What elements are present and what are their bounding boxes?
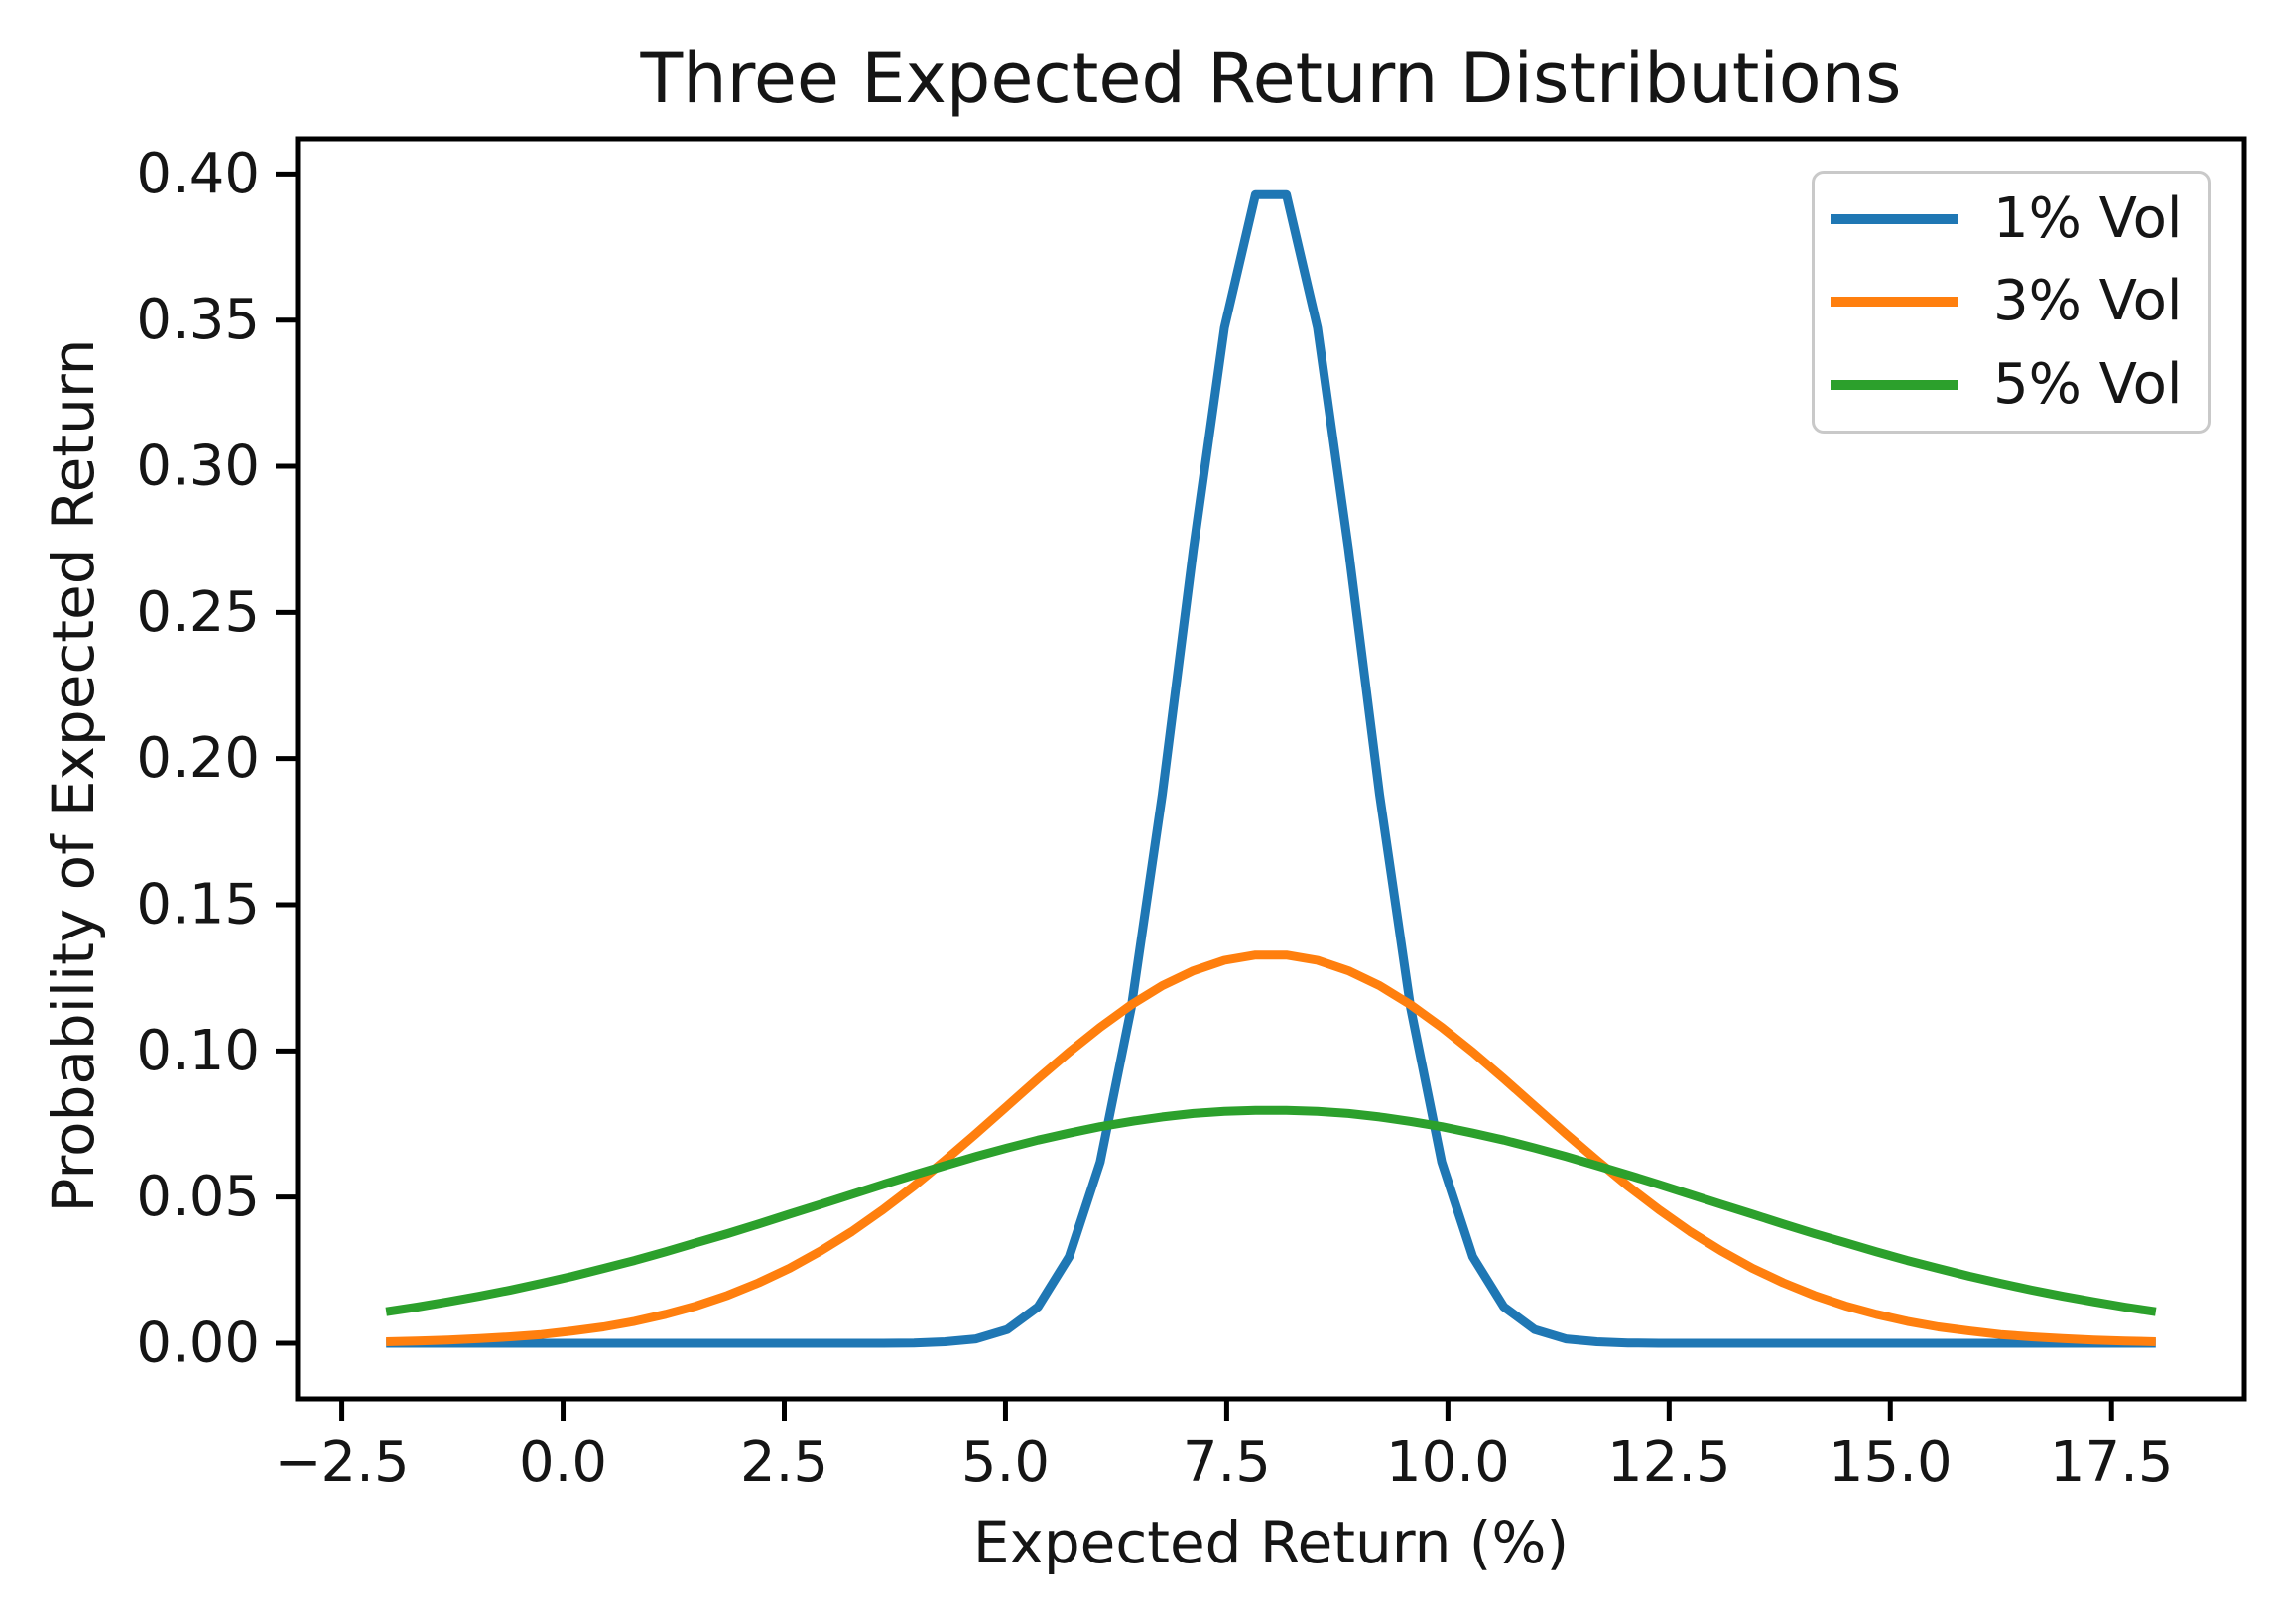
series-line-5-vol bbox=[385, 1105, 2157, 1316]
series-line-3-vol bbox=[386, 950, 2156, 1346]
x-tick-label: 17.5 bbox=[2050, 1431, 2174, 1495]
y-tick-label: 0.25 bbox=[136, 580, 260, 645]
y-tick-label: 0.20 bbox=[136, 726, 260, 791]
axes-spines bbox=[295, 136, 2247, 1402]
legend: 1% Vol 3% Vol 5% Vol bbox=[1812, 171, 2211, 434]
x-tick-label: 15.0 bbox=[1829, 1431, 1953, 1495]
legend-label: 1% Vol bbox=[1993, 186, 2183, 251]
legend-line-sample-blue bbox=[1831, 213, 1958, 224]
y-tick-label: 0.35 bbox=[136, 288, 260, 352]
x-axis-label: Expected Return (%) bbox=[972, 1509, 1570, 1576]
y-tick-label: 0.10 bbox=[136, 1019, 260, 1083]
y-axis-label: Probability of Expected Return bbox=[40, 338, 107, 1213]
legend-line-sample-green bbox=[1831, 380, 1958, 391]
legend-label: 3% Vol bbox=[1993, 269, 2183, 334]
chart-title: Three Expected Return Distributions bbox=[640, 38, 1902, 119]
legend-line-sample-orange bbox=[1831, 297, 1958, 308]
series-line-1-vol bbox=[386, 189, 2156, 1348]
x-tick-label: 5.0 bbox=[961, 1431, 1050, 1495]
legend-label: 5% Vol bbox=[1993, 352, 2183, 418]
x-tick-label: 0.0 bbox=[519, 1431, 607, 1495]
y-tick-label: 0.15 bbox=[136, 873, 260, 937]
y-tick-label: 0.00 bbox=[136, 1312, 260, 1376]
y-tick-label: 0.30 bbox=[136, 435, 260, 499]
legend-item: 5% Vol bbox=[1831, 357, 2208, 413]
x-tick-label: 2.5 bbox=[740, 1431, 828, 1495]
x-tick-label: 10.0 bbox=[1386, 1431, 1510, 1495]
x-tick-label: 7.5 bbox=[1183, 1431, 1271, 1495]
x-tick-label: 12.5 bbox=[1607, 1431, 1731, 1495]
y-tick-label: 0.40 bbox=[136, 142, 260, 206]
legend-item: 1% Vol bbox=[1831, 186, 2208, 251]
x-tick-label: −2.5 bbox=[275, 1431, 410, 1495]
legend-item: 3% Vol bbox=[1831, 274, 2208, 329]
y-tick-label: 0.05 bbox=[136, 1165, 260, 1229]
